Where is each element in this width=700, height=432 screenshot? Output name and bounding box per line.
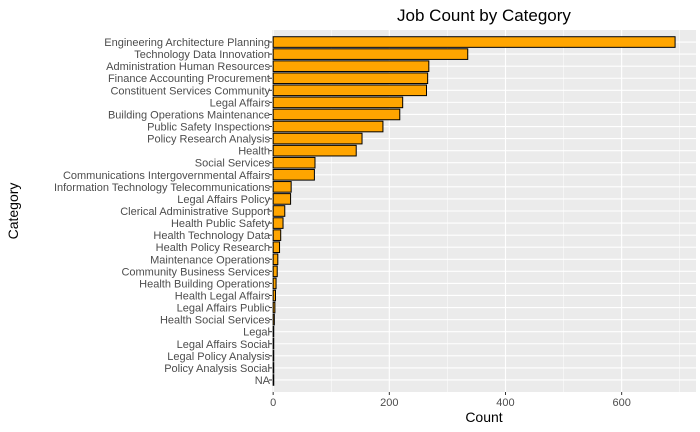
- bar: [272, 241, 281, 254]
- bar: [272, 325, 275, 338]
- y-tick-label: Health Public Safety: [171, 218, 271, 230]
- bar: [272, 168, 315, 181]
- y-tick-label: Legal Affairs Public: [177, 303, 271, 315]
- bar: [272, 84, 427, 97]
- y-tick-label: Engineering Architecture Planning: [104, 37, 270, 49]
- bar: [272, 96, 404, 109]
- x-tick-label: 200: [380, 397, 398, 409]
- y-tick-label: Social Services: [195, 158, 271, 170]
- y-axis-ticks: Engineering Architecture PlanningTechnol…: [54, 37, 272, 387]
- y-tick-label: Health Social Services: [160, 315, 271, 327]
- y-tick-label: Technology Data Innovation: [134, 49, 270, 61]
- bar: [272, 144, 357, 157]
- y-tick-label: Building Operations Maintenance: [108, 109, 270, 121]
- y-tick-label: Health Legal Affairs: [175, 290, 271, 302]
- bar: [272, 193, 292, 205]
- y-tick-label: Maintenance Operations: [150, 254, 270, 266]
- y-tick-label: Finance Accounting Procurement: [108, 73, 270, 85]
- bar: [272, 108, 401, 121]
- bar: [272, 265, 278, 278]
- bar: [272, 181, 292, 193]
- bar: [272, 205, 286, 217]
- bar: [272, 374, 275, 386]
- y-tick-label: Legal Affairs Policy: [177, 194, 270, 206]
- y-tick-label: Health: [238, 146, 270, 158]
- x-tick-label: 600: [612, 397, 630, 409]
- bar: [272, 313, 275, 326]
- bar: [272, 132, 363, 145]
- y-tick-label: Information Technology Telecommunication…: [54, 182, 271, 194]
- bar: [272, 277, 277, 290]
- y-tick-label: Health Building Operations: [139, 278, 270, 290]
- x-tick-label: 0: [270, 397, 276, 409]
- y-tick-label: Constituent Services Community: [110, 85, 270, 97]
- y-tick-label: Health Policy Research: [156, 242, 270, 254]
- y-tick-label: Legal Policy Analysis: [167, 351, 270, 363]
- y-tick-label: Legal Affairs Social: [177, 339, 270, 351]
- y-tick-label: Community Business Services: [121, 266, 270, 278]
- bar: [272, 48, 469, 60]
- y-tick-label: Legal: [243, 327, 270, 339]
- y-tick-label: Policy Analysis Social: [164, 363, 270, 375]
- x-tick-label: 400: [496, 397, 514, 409]
- bar: [272, 253, 279, 266]
- y-tick-label: Public Safety Inspections: [147, 122, 270, 134]
- chart-title: Job Count by Category: [397, 6, 571, 25]
- y-tick-label: Communications Intergovernmental Affairs: [63, 170, 271, 182]
- bar: [272, 120, 384, 133]
- y-tick-label: Clerical Administrative Support: [120, 206, 270, 218]
- bar: [272, 301, 276, 314]
- bar: [272, 362, 275, 374]
- y-tick-label: Administration Human Resources: [106, 61, 270, 73]
- bar: [272, 229, 282, 241]
- bars: [272, 36, 676, 386]
- x-axis-ticks: 0 200 400 600: [270, 392, 631, 409]
- x-axis-title: Count: [465, 409, 502, 425]
- bar: [272, 36, 676, 48]
- bar: [272, 289, 276, 302]
- bar: [272, 337, 275, 350]
- y-tick-label: NA: [255, 375, 271, 387]
- bar: [272, 72, 429, 85]
- y-tick-label: Policy Research Analysis: [147, 134, 270, 146]
- y-tick-label: Health Technology Data: [153, 230, 270, 242]
- bar: [272, 156, 316, 169]
- bar: [272, 350, 275, 362]
- bar: [272, 217, 284, 229]
- bar: [272, 60, 430, 72]
- y-axis-title: Category: [5, 183, 21, 240]
- y-tick-label: Legal Affairs: [210, 97, 271, 109]
